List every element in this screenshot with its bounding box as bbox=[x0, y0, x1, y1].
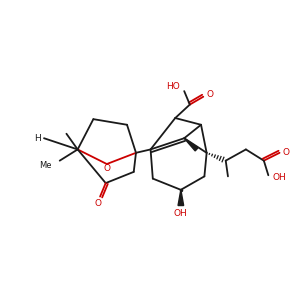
Polygon shape bbox=[178, 190, 184, 206]
Text: Me: Me bbox=[39, 160, 52, 169]
Text: OH: OH bbox=[273, 173, 286, 182]
Text: O: O bbox=[206, 90, 214, 99]
Text: O: O bbox=[283, 148, 290, 157]
Text: O: O bbox=[103, 164, 110, 173]
Polygon shape bbox=[184, 138, 198, 151]
Text: O: O bbox=[94, 199, 101, 208]
Text: OH: OH bbox=[174, 209, 188, 218]
Text: H: H bbox=[34, 134, 41, 143]
Text: HO: HO bbox=[166, 82, 180, 91]
